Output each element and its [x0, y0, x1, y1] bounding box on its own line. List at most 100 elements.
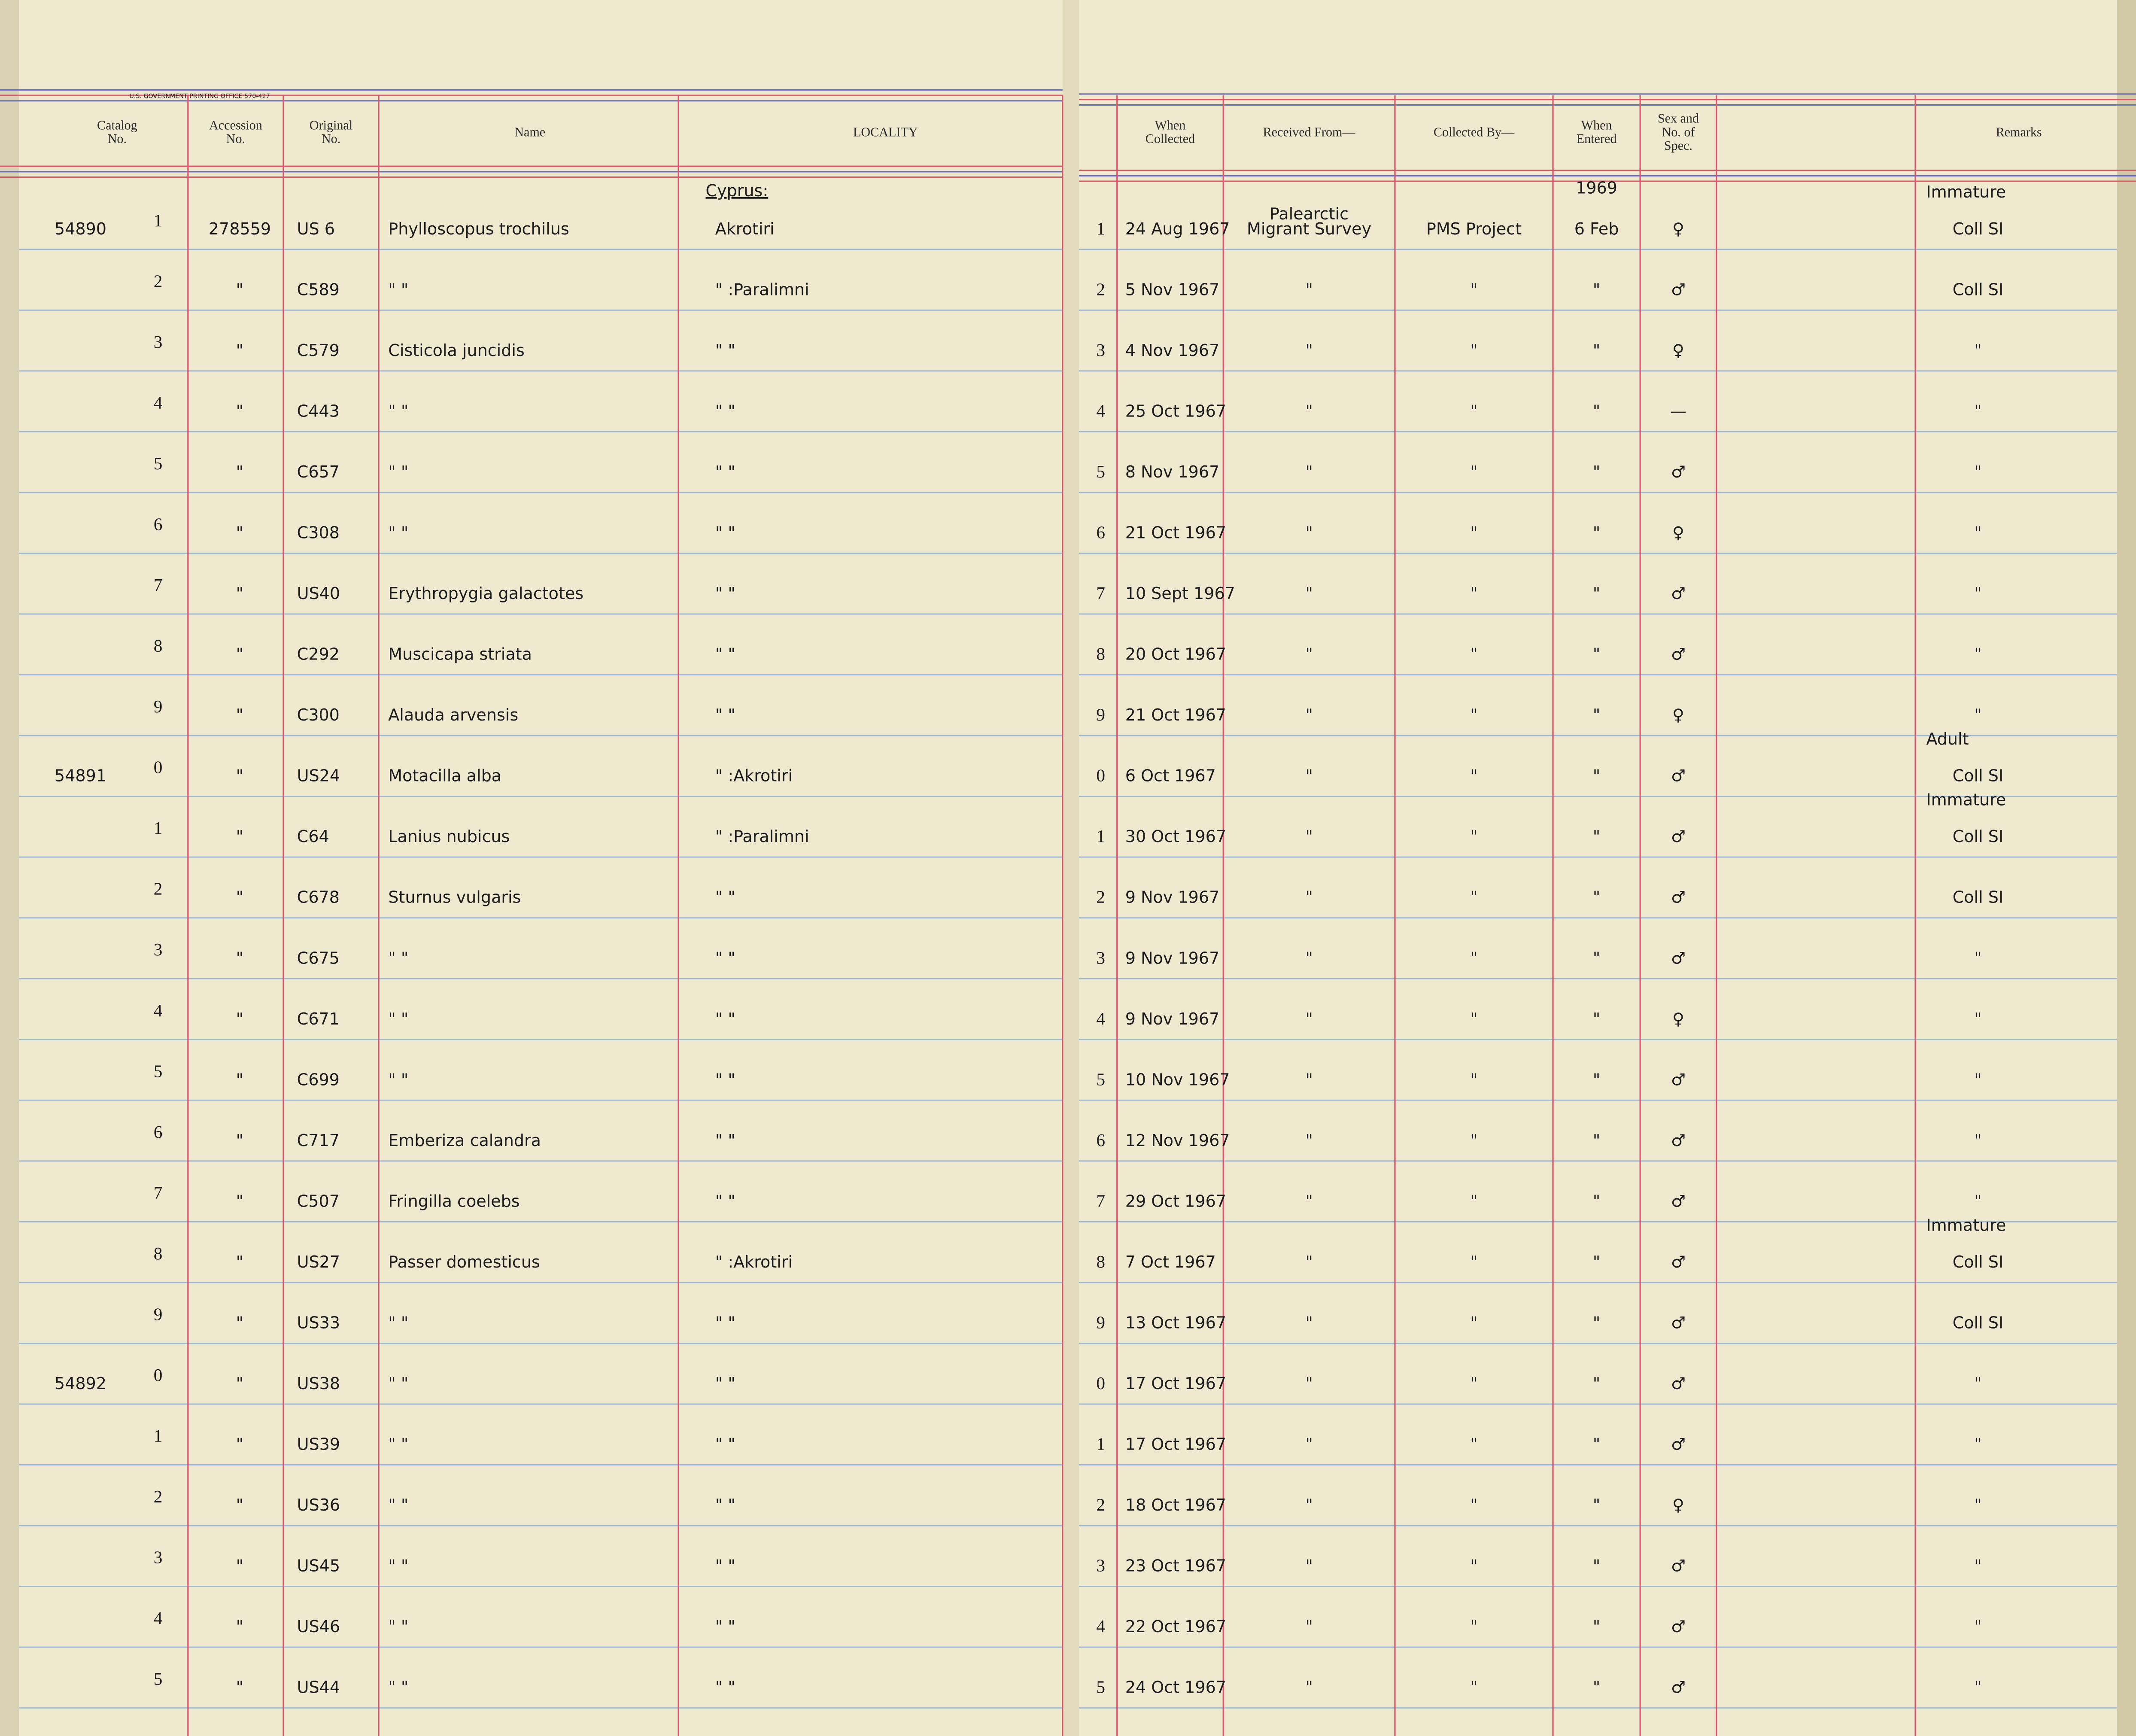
column-header: Spec.	[1664, 138, 1692, 153]
cell-locality: " :Paralimni	[715, 280, 809, 299]
column-header: No.	[322, 131, 340, 146]
entered-year: 1969	[1576, 179, 1617, 198]
cell-collected: 23 Oct 1967	[1125, 1557, 1226, 1575]
remarks-note: Adult	[1926, 730, 1969, 748]
gutter	[1062, 0, 1079, 1736]
cell-locality: " "	[715, 1435, 735, 1454]
cell-entered: "	[1593, 766, 1601, 785]
cell-collected: 8 Nov 1967	[1125, 462, 1220, 481]
cell-entered: "	[1593, 1192, 1601, 1210]
cell-collected: 25 Oct 1967	[1125, 401, 1226, 420]
cell-accession: "	[236, 1009, 244, 1028]
cell-line: 2	[1096, 887, 1105, 907]
cell-collected-by: "	[1470, 1192, 1478, 1210]
cell-entered: "	[1593, 1435, 1601, 1454]
cell-locality: " "	[715, 888, 735, 907]
cell-entered: 6 Feb	[1574, 219, 1619, 238]
cell-collected: 4 Nov 1967	[1125, 341, 1220, 360]
cell-original: US45	[297, 1557, 340, 1575]
cell-sex: ♂	[1671, 1374, 1686, 1393]
cell-digit: 4	[154, 1000, 163, 1020]
column-header: Entered	[1577, 131, 1617, 146]
cell-received: "	[1305, 1192, 1313, 1210]
cell-collected-by: "	[1470, 462, 1478, 481]
cell-remarks: "	[1974, 401, 1982, 420]
cell-line: 8	[1096, 644, 1105, 664]
cell-digit: 9	[154, 696, 163, 716]
cell-remarks: Coll SI	[1953, 827, 2003, 846]
cell-accession: "	[236, 949, 244, 967]
cell-original: US33	[297, 1313, 340, 1332]
cell-line: 2	[1096, 1495, 1105, 1514]
cell-catalog: 54892	[55, 1374, 106, 1393]
cell-digit: 0	[154, 757, 163, 777]
cell-digit: 6	[154, 514, 163, 534]
cell-name: " "	[388, 1557, 408, 1575]
cell-entered: "	[1593, 1617, 1601, 1636]
cell-sex: ♂	[1671, 949, 1686, 967]
cell-digit: 1	[154, 210, 163, 230]
cell-collected-by: "	[1470, 1557, 1478, 1575]
cell-name: " "	[388, 1496, 408, 1514]
cell-received: "	[1305, 584, 1313, 603]
cell-name: Motacilla alba	[388, 766, 501, 785]
cell-sex: —	[1670, 401, 1686, 420]
column-header: When	[1581, 118, 1612, 132]
cell-collected-by: "	[1470, 1009, 1478, 1028]
cell-locality: " "	[715, 1496, 735, 1514]
cell-sex: ♂	[1671, 1557, 1686, 1575]
remarks-note: Immature	[1926, 790, 2006, 809]
cell-accession: "	[236, 1496, 244, 1514]
cell-collected-by: "	[1470, 705, 1478, 724]
cell-original: US36	[297, 1496, 340, 1514]
cell-line: 9	[1096, 705, 1105, 724]
cell-locality: " "	[715, 341, 735, 360]
cell-remarks: "	[1974, 645, 1982, 664]
cell-entered: "	[1593, 462, 1601, 481]
cell-entered: "	[1593, 888, 1601, 907]
column-header: Name	[514, 125, 545, 139]
cell-collected-by: "	[1470, 1435, 1478, 1454]
cell-remarks: "	[1974, 1131, 1982, 1150]
cell-sex: ♂	[1671, 1253, 1686, 1271]
cell-collected: 5 Nov 1967	[1125, 280, 1220, 299]
cell-sex: ♀	[1672, 341, 1684, 360]
cell-collected: 12 Nov 1967	[1125, 1131, 1230, 1150]
cell-accession: "	[236, 1617, 244, 1636]
cell-accession: "	[236, 401, 244, 420]
cell-entered: "	[1593, 827, 1601, 846]
cell-accession: "	[236, 645, 244, 664]
cell-digit: 9	[154, 1304, 163, 1324]
cell-received: "	[1305, 1009, 1313, 1028]
column-header: No. of	[1662, 125, 1695, 139]
cell-name: Erythropygia galactotes	[388, 584, 583, 603]
cell-locality: " "	[715, 1131, 735, 1150]
column-header: Sex and	[1658, 111, 1699, 126]
cell-name: " "	[388, 1009, 408, 1028]
column-header: No.	[226, 131, 245, 146]
cell-received: "	[1305, 523, 1313, 542]
cell-digit: 0	[154, 1365, 163, 1385]
cell-digit: 8	[154, 1243, 163, 1263]
cell-original: C675	[297, 949, 340, 967]
cell-digit: 8	[154, 636, 163, 656]
cell-received: "	[1305, 705, 1313, 724]
cell-digit: 7	[154, 1183, 163, 1202]
cell-original: US39	[297, 1435, 340, 1454]
cell-remarks: "	[1974, 1617, 1982, 1636]
cell-received: "	[1305, 1617, 1313, 1636]
cell-original: C308	[297, 523, 340, 542]
cell-sex: ♂	[1671, 888, 1686, 907]
cell-remarks: Coll SI	[1953, 766, 2003, 785]
cell-entered: "	[1593, 1253, 1601, 1271]
page-edge	[2117, 0, 2136, 1736]
cell-original: US44	[297, 1678, 340, 1697]
column-header: Received From—	[1263, 125, 1356, 139]
cell-entered: "	[1593, 1496, 1601, 1514]
cell-entered: "	[1593, 645, 1601, 664]
cell-original: C507	[297, 1192, 340, 1210]
cell-collected: 9 Nov 1967	[1125, 1009, 1220, 1028]
cell-remarks: Coll SI	[1953, 888, 2003, 907]
cell-sex: ♂	[1671, 1435, 1686, 1454]
cell-name: Emberiza calandra	[388, 1131, 541, 1150]
